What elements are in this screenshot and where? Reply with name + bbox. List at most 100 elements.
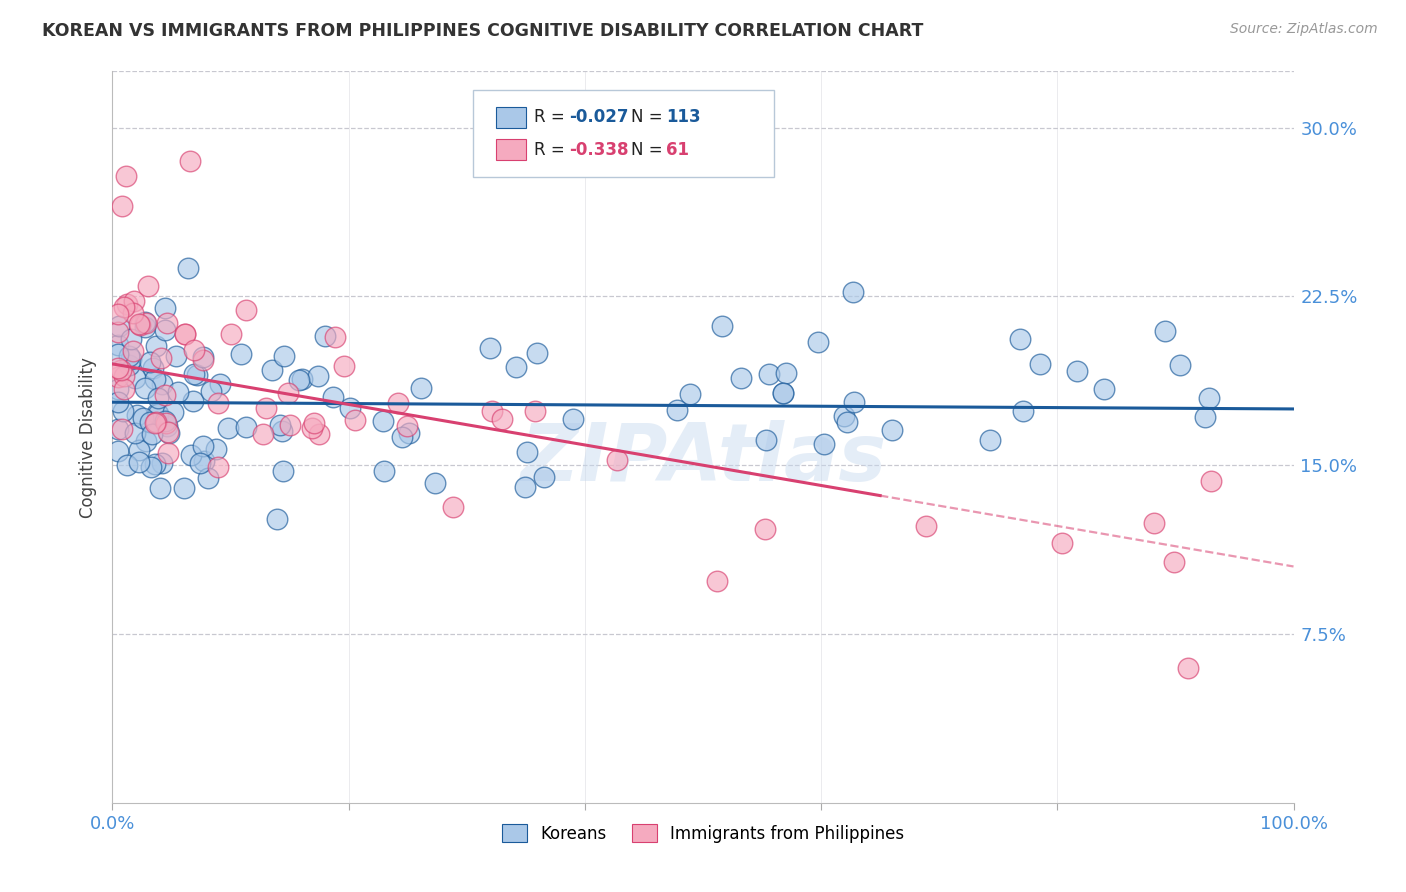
Point xyxy=(207,459,229,474)
Point xyxy=(124,371,146,385)
Point xyxy=(142,361,165,376)
Text: -0.027: -0.027 xyxy=(569,109,628,127)
Point xyxy=(107,382,129,396)
Text: N =: N = xyxy=(631,141,668,159)
Point xyxy=(813,437,835,451)
Point xyxy=(200,384,222,398)
Point xyxy=(371,414,394,428)
Point xyxy=(128,455,150,469)
Point xyxy=(183,367,205,381)
Point xyxy=(235,302,257,317)
Point xyxy=(273,349,295,363)
Point xyxy=(118,350,141,364)
Point xyxy=(832,409,855,423)
Point xyxy=(1194,410,1216,425)
Point xyxy=(148,407,170,421)
Point xyxy=(516,444,538,458)
Point xyxy=(166,384,188,399)
Point xyxy=(139,415,162,429)
Point xyxy=(1050,536,1073,550)
Point xyxy=(141,426,163,441)
Point xyxy=(754,522,776,536)
Point xyxy=(107,347,129,361)
Point xyxy=(143,372,166,386)
Point xyxy=(110,362,132,376)
Point xyxy=(1094,382,1116,396)
Point xyxy=(191,350,214,364)
Point xyxy=(806,335,828,350)
Point xyxy=(441,500,464,514)
Point xyxy=(173,481,195,495)
FancyBboxPatch shape xyxy=(496,107,526,128)
Point xyxy=(128,317,150,331)
Point xyxy=(775,366,797,380)
Point xyxy=(121,343,143,358)
Point xyxy=(138,279,160,293)
Point xyxy=(155,388,177,402)
Point xyxy=(842,395,865,409)
Point xyxy=(269,417,291,432)
Text: R =: R = xyxy=(534,109,569,127)
Point xyxy=(606,453,628,467)
Point xyxy=(149,481,172,495)
Point xyxy=(181,393,204,408)
Point xyxy=(165,349,187,363)
Point xyxy=(322,390,344,404)
Point xyxy=(307,368,329,383)
Point xyxy=(772,385,794,400)
Point xyxy=(122,306,145,320)
Legend: Koreans, Immigrants from Philippines: Koreans, Immigrants from Philippines xyxy=(495,818,911,849)
Point xyxy=(174,326,197,341)
Point xyxy=(150,376,173,391)
Point xyxy=(118,358,141,372)
Point xyxy=(301,421,323,435)
Point xyxy=(111,404,134,418)
Point xyxy=(523,404,546,418)
Point xyxy=(197,470,219,484)
Point xyxy=(533,470,555,484)
Point xyxy=(177,261,200,276)
Point xyxy=(150,456,173,470)
Point xyxy=(425,476,447,491)
Point xyxy=(666,403,689,417)
Point xyxy=(128,442,150,457)
Point xyxy=(208,377,231,392)
Point xyxy=(231,347,253,361)
Point xyxy=(107,307,129,321)
Point xyxy=(157,425,180,440)
Point xyxy=(124,425,146,440)
Point xyxy=(491,411,513,425)
Point xyxy=(1199,474,1222,488)
Point xyxy=(135,316,157,330)
Point xyxy=(173,327,195,342)
Point xyxy=(772,386,794,401)
Point xyxy=(217,421,239,435)
Text: ZIPAtlas: ZIPAtlas xyxy=(520,420,886,498)
Point xyxy=(107,361,129,376)
FancyBboxPatch shape xyxy=(472,90,773,178)
Point xyxy=(134,319,156,334)
Point xyxy=(129,318,152,333)
Point xyxy=(758,368,780,382)
Point xyxy=(115,297,138,311)
Point xyxy=(409,382,432,396)
Point xyxy=(219,327,242,342)
Point xyxy=(107,443,129,458)
Y-axis label: Cognitive Disability: Cognitive Disability xyxy=(79,357,97,517)
Point xyxy=(391,430,413,444)
Point xyxy=(841,285,863,299)
Point xyxy=(1177,661,1199,675)
Point xyxy=(1008,332,1031,346)
Point xyxy=(191,439,214,453)
Point xyxy=(153,301,176,315)
Point xyxy=(122,294,145,309)
Point xyxy=(156,446,179,460)
Point xyxy=(143,416,166,430)
Point xyxy=(1163,555,1185,569)
Point xyxy=(193,353,215,368)
Point xyxy=(146,391,169,405)
Point xyxy=(207,395,229,409)
Point xyxy=(271,464,294,478)
Point xyxy=(343,413,366,427)
Point xyxy=(730,371,752,385)
